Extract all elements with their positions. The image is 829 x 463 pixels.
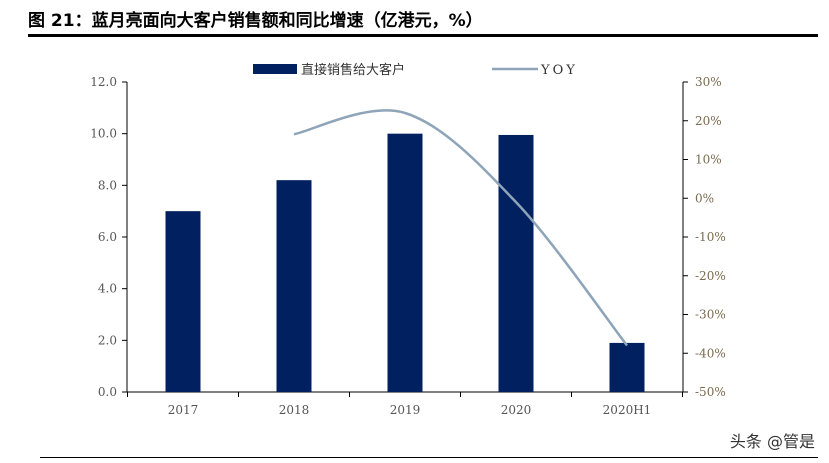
left-tick-label: 8.0 — [98, 178, 117, 192]
yoy-line — [293, 109, 628, 347]
right-tick-label: 10% — [695, 153, 722, 167]
x-tick-label: 2017 — [168, 403, 199, 417]
right-tick-label: -50% — [695, 385, 726, 399]
right-tick-label: -30% — [695, 308, 726, 322]
legend-label-bar: 直接销售给大客户 — [301, 62, 405, 78]
legend-swatch-bar — [253, 64, 297, 74]
x-tick-label: 2020H1 — [603, 403, 652, 417]
x-tick-label: 2018 — [279, 403, 310, 417]
x-tick-label: 2020 — [501, 403, 532, 417]
bar-2020H1 — [609, 342, 645, 392]
right-tick-label: 0% — [695, 191, 714, 205]
left-tick-label: 4.0 — [98, 282, 117, 296]
bar-2020 — [498, 134, 534, 393]
bar-2017 — [165, 211, 201, 392]
left-tick-label: 0.0 — [98, 385, 117, 399]
legend-label-line: YOY — [540, 63, 578, 78]
x-tick-label: 2019 — [390, 403, 421, 417]
bar-2018 — [276, 180, 312, 392]
chart-title: 图 21：蓝月亮面向大客户销售额和同比增速（亿港元，%） — [28, 11, 483, 31]
left-tick-label: 10.0 — [90, 127, 117, 141]
bar-2019 — [387, 133, 423, 392]
right-tick-label: -10% — [695, 230, 726, 244]
left-tick-label: 2.0 — [98, 333, 117, 347]
right-tick-label: 20% — [695, 114, 722, 128]
right-tick-label: -40% — [695, 346, 726, 360]
right-tick-label: 30% — [695, 75, 722, 89]
right-tick-label: -20% — [695, 269, 726, 283]
left-tick-label: 6.0 — [98, 230, 117, 244]
left-tick-label: 12.0 — [90, 75, 117, 89]
bottom-rule — [40, 457, 818, 458]
title-rule — [28, 34, 818, 37]
watermark: 头条 @管是 — [729, 432, 815, 451]
